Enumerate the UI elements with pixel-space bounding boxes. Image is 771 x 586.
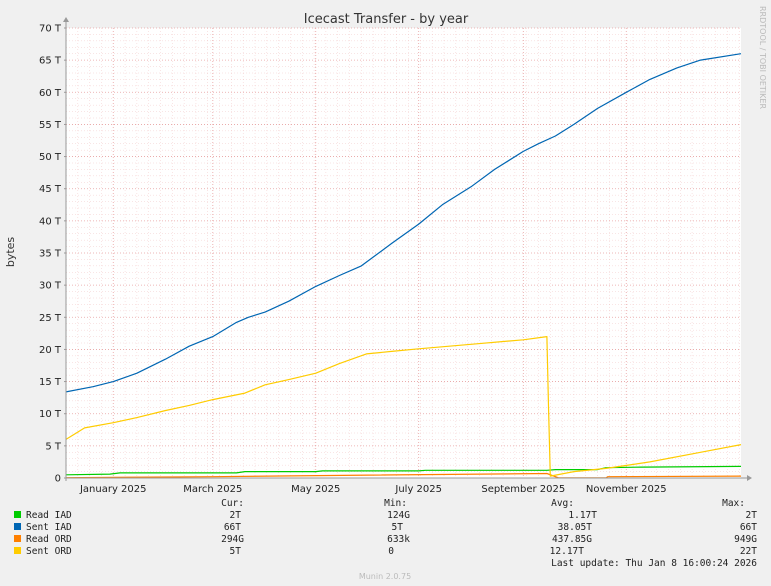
series-line-sent-ord	[65, 336, 742, 477]
y-tick-label: 40 T	[39, 216, 62, 227]
legend-swatch	[14, 535, 21, 542]
x-tick-labels: January 2025 March 2025 May 2025 July 2025 S…	[79, 484, 667, 495]
x-tick-label: July 2025	[394, 484, 442, 495]
chart-title: Icecast Transfer - by year	[304, 12, 469, 27]
legend-row-read-ord: Read ORD 294G 633k 437.85G 949G	[14, 534, 757, 545]
y-tick-label: 0	[55, 474, 61, 485]
y-tick-label: 15 T	[39, 377, 62, 388]
y-tick-label: 60 T	[39, 88, 62, 99]
legend-min-value: 0	[388, 546, 394, 557]
legend-header-cur: Cur:	[221, 498, 244, 509]
x-axis-arrow	[747, 475, 752, 481]
legend-swatch	[14, 523, 21, 530]
x-tick-label: September 2025	[481, 484, 565, 495]
legend-row-sent-ord: Sent ORD 5T 0 12.17T 22T	[14, 546, 757, 557]
legend-header-avg: Avg:	[551, 498, 574, 509]
plot-area	[66, 28, 741, 478]
legend-avg-value: 38.05T	[558, 522, 593, 533]
y-tick-label: 45 T	[39, 184, 62, 195]
legend: Cur: Min: Avg: Max: Read IAD 2T 124G 1.1…	[14, 498, 757, 569]
x-tick-label: November 2025	[586, 484, 667, 495]
legend-row-sent-iad: Sent IAD 66T 5T 38.05T 66T	[14, 522, 757, 533]
major-grid	[66, 27, 741, 478]
legend-max-value: 949G	[734, 534, 757, 545]
legend-min-value: 124G	[387, 510, 410, 521]
last-update: Last update: Thu Jan 8 16:00:24 2026	[551, 558, 757, 569]
y-tick-label: 30 T	[39, 281, 62, 292]
y-tick-label: 5 T	[45, 441, 62, 452]
y-tick-label: 55 T	[39, 120, 62, 131]
legend-row-read-iad: Read IAD 2T 124G 1.17T 2T	[14, 510, 757, 521]
series-lines	[65, 53, 742, 479]
legend-avg-value: 12.17T	[550, 546, 585, 557]
legend-series-name: Read ORD	[26, 534, 72, 545]
y-tick-label: 20 T	[39, 345, 62, 356]
legend-avg-value: 1.17T	[568, 510, 597, 521]
legend-series-name: Sent ORD	[26, 546, 72, 557]
y-tick-label: 50 T	[39, 152, 62, 163]
y-tick-label: 10 T	[39, 409, 62, 420]
minor-grid	[66, 28, 741, 478]
legend-series-name: Sent IAD	[26, 522, 72, 533]
x-tick-label: May 2025	[291, 484, 340, 495]
legend-swatch	[14, 547, 21, 554]
legend-max-value: 22T	[740, 546, 757, 557]
legend-min-value: 5T	[392, 522, 404, 533]
legend-avg-value: 437.85G	[552, 534, 592, 545]
legend-header-min: Min:	[384, 498, 407, 509]
y-tick-label: 35 T	[39, 249, 62, 260]
legend-cur-value: 5T	[230, 546, 242, 557]
legend-header-max: Max:	[722, 498, 745, 509]
y-tick-label: 25 T	[39, 313, 62, 324]
watermark: RRDTOOL / TOBI OETIKER	[758, 6, 767, 109]
legend-min-value: 633k	[387, 534, 410, 545]
x-tick-label: January 2025	[79, 484, 147, 495]
series-line-sent-iad	[65, 53, 742, 393]
y-axis-arrow	[63, 17, 69, 22]
legend-cur-value: 2T	[230, 510, 242, 521]
legend-series-name: Read IAD	[26, 510, 72, 521]
legend-cur-value: 294G	[221, 534, 244, 545]
axes	[63, 17, 752, 481]
y-axis-label: bytes	[4, 237, 17, 268]
y-tick-label: 70 T	[39, 24, 62, 35]
y-tick-label: 65 T	[39, 56, 62, 67]
legend-cur-value: 66T	[224, 522, 241, 533]
munin-version: Munin 2.0.75	[359, 572, 411, 581]
legend-max-value: 2T	[746, 510, 758, 521]
legend-max-value: 66T	[740, 522, 757, 533]
legend-swatch	[14, 511, 21, 518]
x-tick-label: March 2025	[183, 484, 242, 495]
y-tick-labels: 0 5 T 10 T 15 T 20 T 25 T 30 T 35 T 40 T 45 T 50 T…	[39, 24, 62, 485]
